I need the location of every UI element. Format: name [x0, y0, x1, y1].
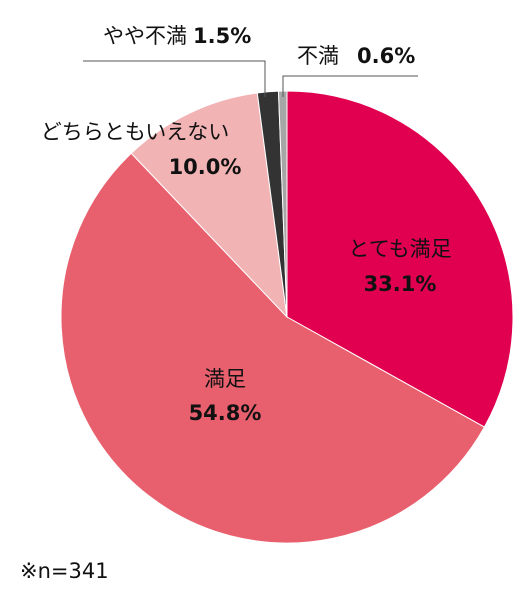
slice-label: 不満 [297, 44, 339, 68]
pie-slice [60, 152, 486, 544]
slice-label: どちらともいえない [41, 120, 230, 144]
leader-line [282, 75, 418, 97]
slice-label: 満足 [204, 367, 246, 391]
value-label: 33.1% [364, 272, 437, 296]
slice-label: やや不満 [103, 24, 187, 48]
pie-slice [286, 90, 514, 428]
value-label: 54.8% [189, 401, 262, 425]
pie-slice [130, 92, 288, 319]
pie [60, 90, 514, 544]
value-label: 1.5% [193, 24, 251, 48]
note: ※n=341 [20, 559, 109, 583]
value-label: 0.6% [357, 44, 415, 68]
value-label: 10.0% [169, 155, 242, 179]
slice-label: とても満足 [348, 237, 451, 261]
leader-line [83, 60, 266, 97]
